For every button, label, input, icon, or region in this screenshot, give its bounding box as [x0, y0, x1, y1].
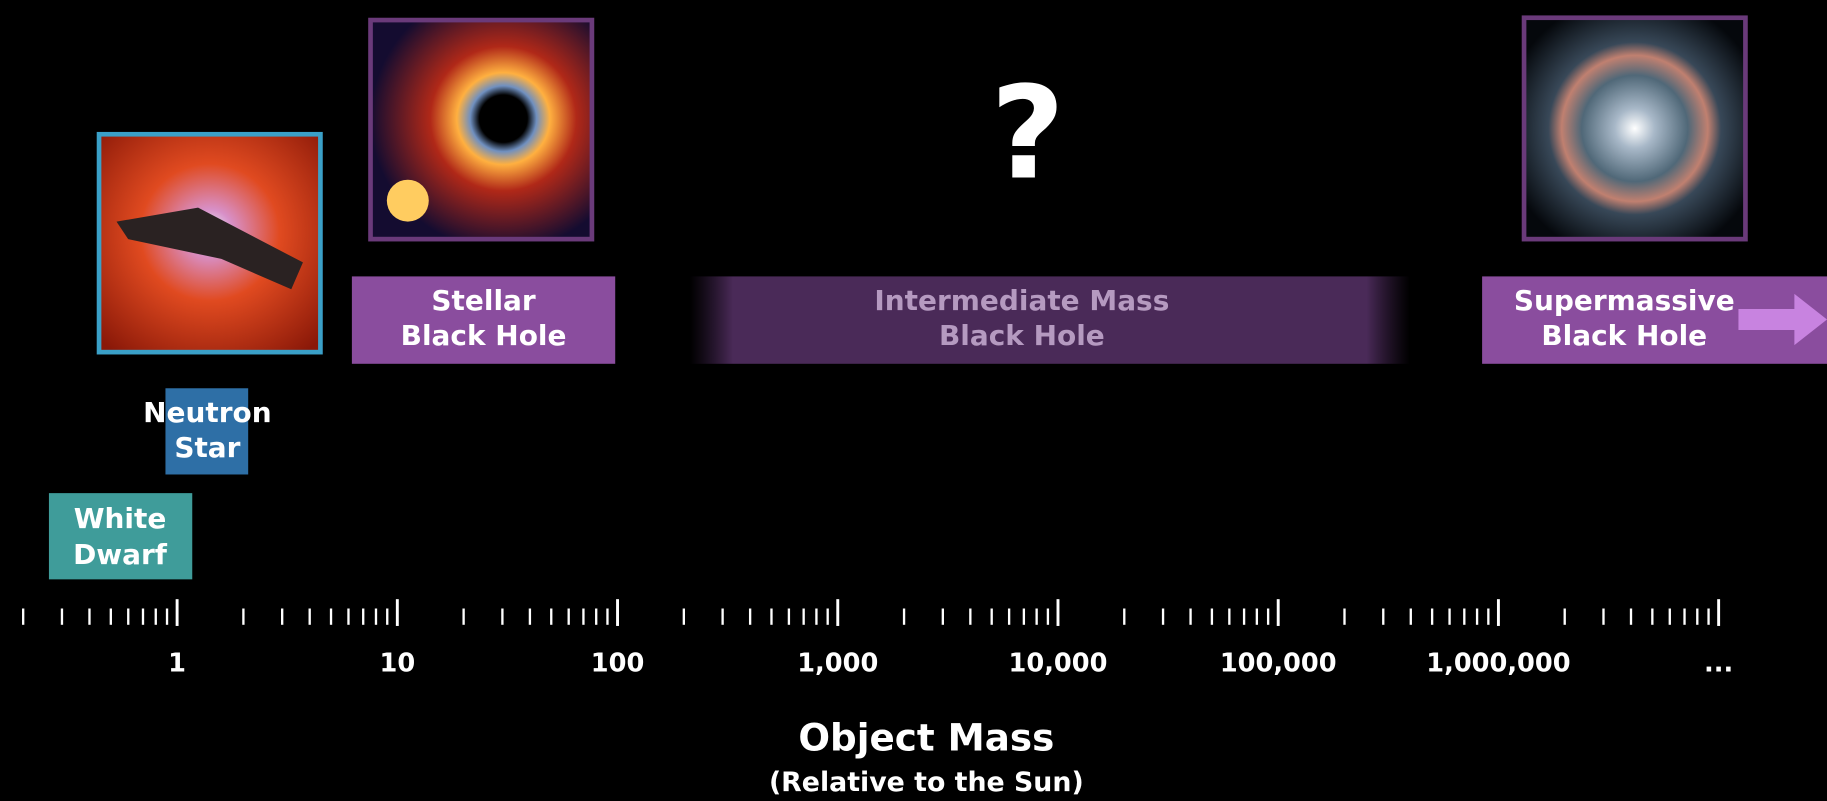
- axis-label: 1,000: [797, 648, 878, 678]
- arrow: [1738, 293, 1827, 346]
- axis-label: 100: [591, 648, 645, 678]
- stellar-companion: [386, 179, 429, 222]
- axis: 1 10 100 1,000 10,000 100,000 1,000,000...: [22, 599, 1733, 678]
- axis-title: Object Mass: [798, 716, 1054, 760]
- axis-label: 10: [379, 648, 415, 678]
- axis-label: 1: [168, 648, 186, 678]
- intermediate-box: [689, 276, 1410, 364]
- object-label: Stellar: [431, 284, 535, 317]
- galaxy-image: [1521, 15, 1748, 242]
- object-label: Black Hole: [1541, 319, 1707, 352]
- label-group: White Dwarf Neutron Star Stellar Black H…: [73, 60, 1735, 571]
- object-label: Supermassive: [1514, 284, 1735, 317]
- axis-label: 10,000: [1009, 648, 1108, 678]
- axis-label: ...: [1704, 648, 1733, 678]
- axis-subtitle: (Relative to the Sun): [769, 767, 1084, 798]
- axis-label: 1,000,000: [1426, 648, 1570, 678]
- object-label: Intermediate Mass: [874, 284, 1169, 317]
- object-label: Dwarf: [73, 538, 168, 571]
- stellar-box: [351, 276, 616, 364]
- axis-label: 100,000: [1220, 648, 1337, 678]
- question-mark: ?: [991, 60, 1065, 209]
- neutron-star-box: [165, 388, 249, 475]
- object-label: Black Hole: [939, 319, 1105, 352]
- object-label: White: [74, 502, 167, 535]
- neutron-star-detail: [116, 207, 303, 290]
- object-label: Black Hole: [401, 319, 567, 352]
- object-label: Neutron: [143, 396, 272, 429]
- white-dwarf-box: [48, 493, 193, 580]
- object-label: Star: [174, 431, 240, 464]
